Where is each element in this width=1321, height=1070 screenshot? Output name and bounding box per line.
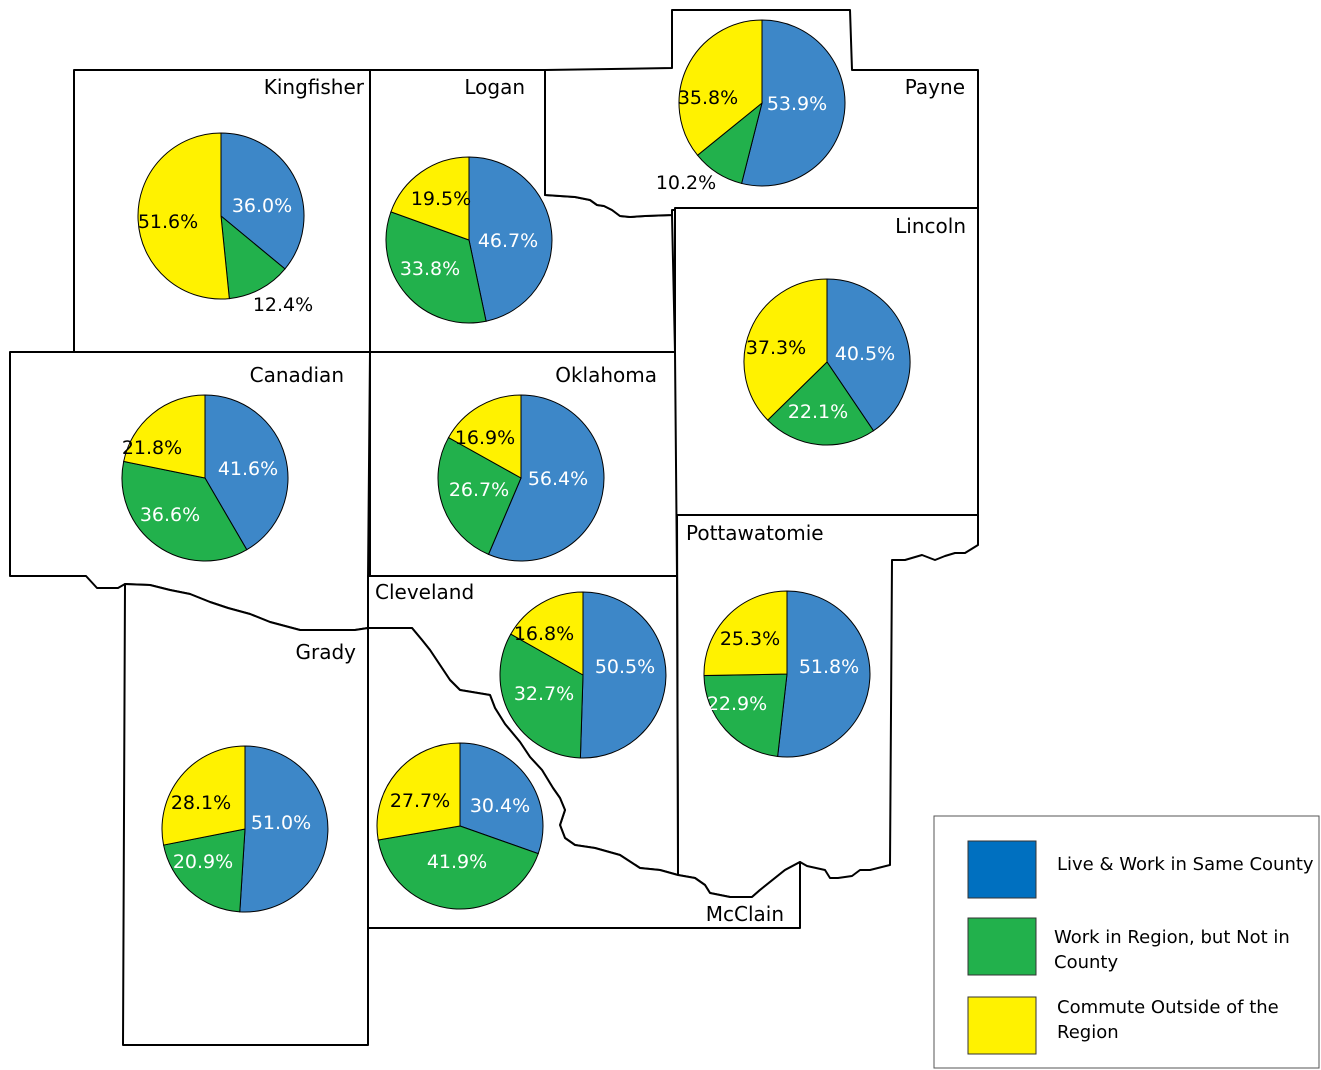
slice-work-in-region-mcclain: [377, 825, 539, 910]
slice-work-in-region-canadian: [121, 460, 248, 562]
slice-commute-outside-grady: [161, 745, 246, 846]
slice-live-work-same-county-cleveland: [579, 591, 667, 759]
label-live-work-same-county-payne: 53.9%: [767, 93, 827, 115]
slice-live-work-same-county-logan: [468, 156, 553, 322]
slice-commute-outside-payne: [678, 19, 763, 156]
county-label-pottawatomie: Pottawatomie: [686, 521, 824, 545]
legend-swatch-commute-outside: [967, 996, 1037, 1055]
label-work-in-region-lincoln: 22.1%: [788, 401, 848, 423]
label-commute-outside-grady: 28.1%: [171, 792, 231, 814]
slice-work-in-region-cleveland: [499, 633, 584, 759]
label-work-in-region-pottawatomie: 22.9%: [707, 693, 767, 715]
slice-commute-outside-logan: [390, 156, 470, 241]
label-live-work-same-county-logan: 46.7%: [478, 230, 538, 252]
slice-live-work-same-county-canadian: [204, 394, 289, 551]
label-work-in-region-payne: 10.2%: [656, 172, 716, 194]
label-commute-outside-payne: 35.8%: [678, 87, 738, 109]
label-commute-outside-lincoln: 37.3%: [746, 337, 806, 359]
label-live-work-same-county-mcclain: 30.4%: [470, 795, 530, 817]
slice-live-work-same-county-payne: [740, 19, 846, 187]
pie-oklahoma: 56.4% 26.7% 16.9%: [437, 394, 605, 562]
pie-kingfisher: 36.0% 12.4% 51.6%: [137, 132, 313, 316]
pie-pottawatomie: 51.8% 22.9% 25.3%: [703, 590, 871, 758]
label-work-in-region-mcclain: 41.9%: [427, 851, 487, 873]
county-label-lincoln: Lincoln: [895, 214, 966, 238]
legend-label-commute-outside-line1: Commute Outside of the: [1057, 997, 1279, 1018]
label-live-work-same-county-oklahoma: 56.4%: [528, 468, 588, 490]
label-commute-outside-cleveland: 16.8%: [514, 623, 574, 645]
label-work-in-region-logan: 33.8%: [400, 258, 460, 280]
county-label-canadian: Canadian: [250, 363, 344, 387]
label-work-in-region-grady: 20.9%: [173, 851, 233, 873]
slice-work-in-region-kingfisher: [220, 214, 286, 300]
label-commute-outside-logan: 19.5%: [411, 188, 471, 210]
label-commute-outside-kingfisher: 51.6%: [138, 211, 198, 233]
label-live-work-same-county-cleveland: 50.5%: [595, 656, 655, 678]
label-live-work-same-county-lincoln: 40.5%: [835, 343, 895, 365]
slice-live-work-same-county-kingfisher: [220, 132, 305, 270]
slice-commute-outside-oklahoma: [447, 394, 522, 479]
label-commute-outside-oklahoma: 16.9%: [455, 427, 515, 449]
slice-live-work-same-county-pottawatomie: [777, 590, 871, 758]
legend: Live & Work in Same County Work in Regio…: [933, 815, 1320, 1069]
pie-mcclain: 30.4% 41.9% 27.7%: [376, 742, 544, 910]
legend-swatch-live-work: [967, 840, 1037, 899]
label-commute-outside-canadian: 21.8%: [122, 437, 182, 459]
slice-work-in-region-grady: [162, 828, 246, 913]
label-live-work-same-county-canadian: 41.6%: [218, 458, 278, 480]
slice-commute-outside-mcclain: [376, 742, 461, 841]
label-work-in-region-canadian: 36.6%: [140, 504, 200, 526]
pie-payne: 53.9% 10.2% 35.8%: [656, 19, 846, 194]
county-label-mcclain: McClain: [706, 902, 784, 926]
slice-live-work-same-county-lincoln: [826, 278, 911, 432]
legend-swatch-work-region: [967, 917, 1037, 976]
label-commute-outside-mcclain: 27.7%: [390, 790, 450, 812]
pie-charts: 36.0% 12.4% 51.6% 46.7% 33.8% 19.5% 53.9% 10.2%…: [121, 19, 911, 913]
legend-label-live-work: Live & Work in Same County: [1057, 854, 1314, 875]
slice-commute-outside-cleveland: [510, 591, 584, 676]
slice-commute-outside-lincoln: [743, 278, 828, 421]
county-label-grady: Grady: [295, 640, 356, 664]
slice-commute-outside-kingfisher: [137, 132, 230, 300]
slice-commute-outside-pottawatomie: [703, 590, 788, 677]
slice-live-work-same-county-grady: [239, 745, 329, 913]
legend-label-work-region-line2: County: [1054, 952, 1118, 973]
pie-grady: 51.0% 20.9% 28.1%: [161, 745, 329, 913]
slice-work-in-region-lincoln: [767, 361, 875, 446]
pie-logan: 46.7% 33.8% 19.5%: [385, 156, 553, 324]
county-label-payne: Payne: [905, 75, 965, 99]
legend-label-work-region-line1: Work in Region, but Not in: [1054, 927, 1290, 948]
slice-work-in-region-pottawatomie: [703, 673, 788, 758]
slice-commute-outside-canadian: [123, 394, 206, 479]
legend-label-commute-outside-line2: Region: [1057, 1022, 1119, 1043]
county-label-cleveland: Cleveland: [375, 580, 474, 604]
slice-work-in-region-logan: [385, 211, 487, 324]
label-work-in-region-cleveland: 32.7%: [514, 683, 574, 705]
county-label-logan: Logan: [464, 75, 525, 99]
label-work-in-region-kingfisher: 12.4%: [253, 294, 313, 316]
label-live-work-same-county-grady: 51.0%: [251, 812, 311, 834]
county-label-oklahoma: Oklahoma: [555, 363, 657, 387]
pie-lincoln: 40.5% 22.1% 37.3%: [743, 278, 911, 446]
label-live-work-same-county-pottawatomie: 51.8%: [799, 656, 859, 678]
slice-live-work-same-county-mcclain: [459, 742, 544, 855]
slice-live-work-same-county-oklahoma: [487, 394, 605, 562]
pie-cleveland: 50.5% 32.7% 16.8%: [499, 591, 667, 759]
county-labels: Kingfisher Logan Payne Lincoln Canadian …: [250, 75, 966, 926]
label-commute-outside-pottawatomie: 25.3%: [720, 628, 780, 650]
label-live-work-same-county-kingfisher: 36.0%: [232, 195, 292, 217]
county-label-kingfisher: Kingfisher: [264, 75, 365, 99]
pie-canadian: 41.6% 36.6% 21.8%: [121, 394, 289, 562]
label-work-in-region-oklahoma: 26.7%: [449, 479, 509, 501]
